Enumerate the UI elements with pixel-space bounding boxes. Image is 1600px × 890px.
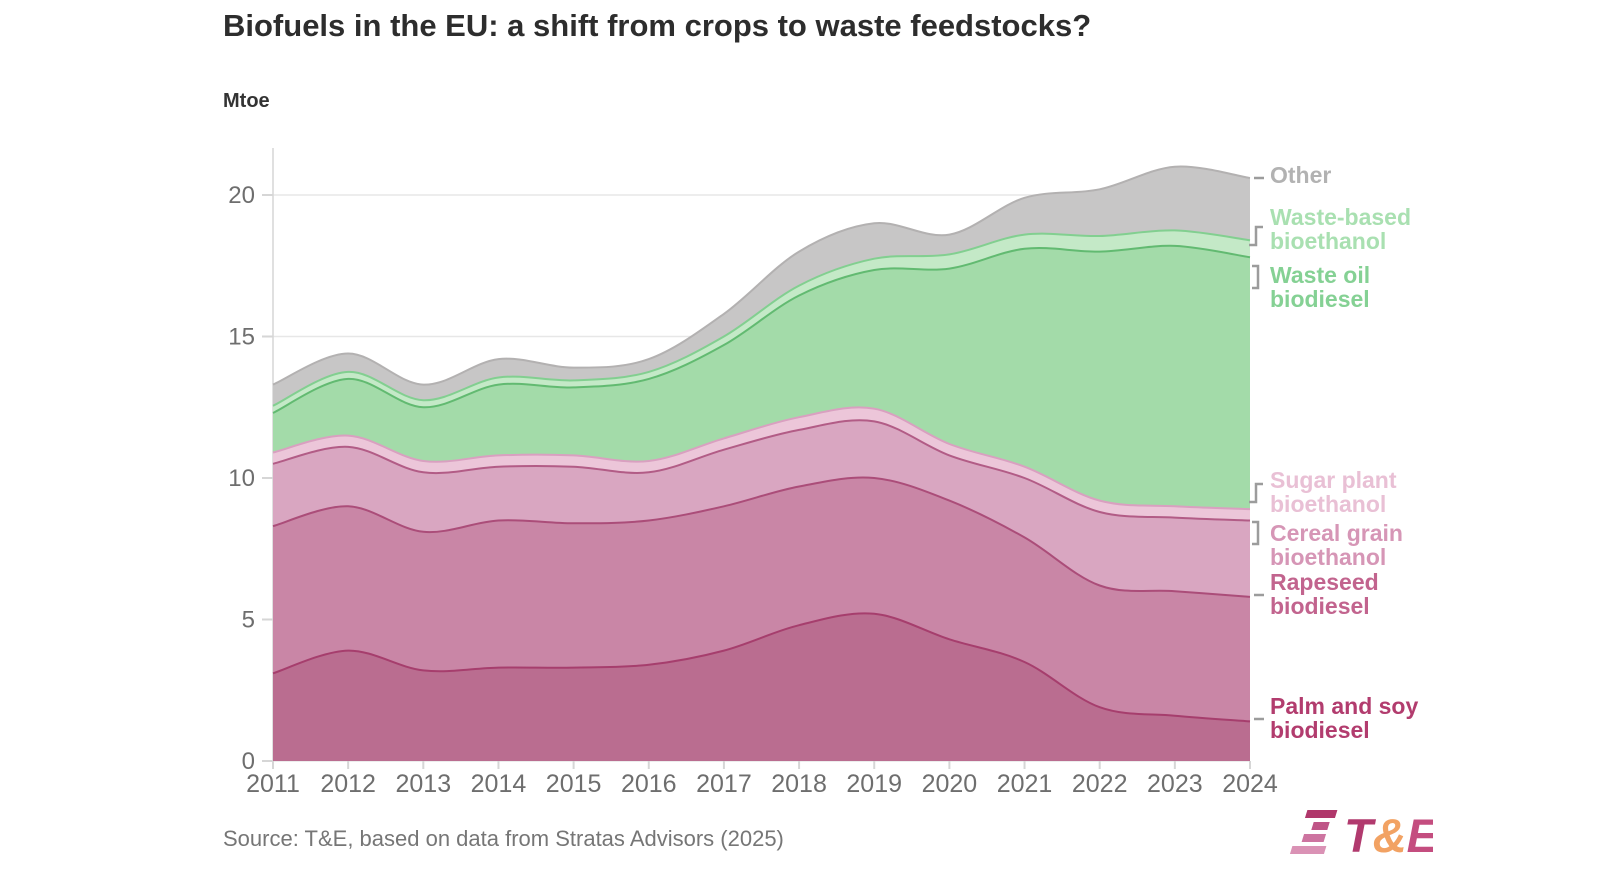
legend-label-palmandsoy-biodiesel: Palm and soy biodiesel xyxy=(1270,693,1470,743)
boundary-waste-based-bioethanol xyxy=(272,229,1251,407)
tick-label-x-2016: 2016 xyxy=(621,770,677,798)
legend-label-line: Palm and soy xyxy=(1270,693,1419,719)
legend-label-line: Waste oil xyxy=(1270,262,1371,288)
area-rapeseed-biodiesel xyxy=(273,477,1250,722)
legend-label-line: biodiesel xyxy=(1270,592,1370,619)
legend-label-wasteoil-biodiesel: Waste oil biodiesel xyxy=(1270,262,1470,312)
legend-label-rapeseed-biodiesel: Rapeseed biodiesel xyxy=(1270,569,1470,619)
tick-label-y-0: 0 xyxy=(242,748,255,775)
legend-label-line: Sugar plant xyxy=(1270,467,1397,493)
legend-label-line: bioethanol xyxy=(1270,227,1387,254)
tick-label-y-20: 20 xyxy=(228,182,255,209)
tick-label-x-2012: 2012 xyxy=(320,770,376,798)
boundary-palm-and-soy-biodiesel xyxy=(272,612,1251,723)
legend-label-line: Waste-based xyxy=(1270,204,1412,230)
legend-label-line: bioethanol xyxy=(1270,543,1387,570)
legend-tick-3 xyxy=(1249,482,1263,504)
tick-label-x-2020: 2020 xyxy=(922,770,978,798)
tick-label-x-2019: 2019 xyxy=(846,770,902,798)
chart-title: Biofuels in the EU: a shift from crops t… xyxy=(223,8,1092,43)
t-and-e-logo: T&E xyxy=(1288,806,1440,863)
logo-text: T&E xyxy=(1344,809,1433,858)
t-and-e-logo-graphic: T&E xyxy=(1289,809,1440,862)
tick-label-y-10: 10 xyxy=(228,465,255,492)
tick-label-x-2018: 2018 xyxy=(771,770,827,798)
tick-label-x-2021: 2021 xyxy=(997,770,1053,798)
area-sugar-plant-bioethanol xyxy=(273,407,1250,521)
y-axis-unit-label: Mtoe xyxy=(223,90,270,112)
legend-label-line: biodiesel xyxy=(1270,285,1370,312)
tick-label-x-2013: 2013 xyxy=(395,770,451,798)
legend-label-line: Cereal grain xyxy=(1270,520,1403,546)
legend-label-cerealgrain-bioethanol: Cereal grain bioethanol xyxy=(1270,520,1470,570)
boundary-waste-oil-biodiesel xyxy=(272,244,1251,414)
legend-label-line: biodiesel xyxy=(1270,716,1370,743)
tick-label-y-15: 15 xyxy=(228,324,255,351)
tick-label-x-2015: 2015 xyxy=(546,770,602,798)
tick-label-x-2017: 2017 xyxy=(696,770,752,798)
boundary-rapeseed-biodiesel xyxy=(272,476,1251,598)
logo-stripes-icon xyxy=(1289,810,1338,854)
legend-tick-1 xyxy=(1249,225,1263,247)
tick-label-x-2011: 2011 xyxy=(246,770,300,798)
area-other xyxy=(273,166,1250,406)
boundary-other xyxy=(272,165,1251,386)
area-waste-oil-biodiesel xyxy=(273,245,1250,510)
area-palm-and-soy-biodiesel xyxy=(273,613,1250,761)
legend-label-line: Rapeseed xyxy=(1270,569,1379,595)
legend-label-sugarplant-bioethanol: Sugar plant bioethanol xyxy=(1270,467,1470,517)
legend-label-other: Other xyxy=(1270,162,1470,188)
tick-label-x-2022: 2022 xyxy=(1072,770,1128,798)
source-attribution: Source: T&E, based on data from Stratas … xyxy=(223,826,784,851)
legend-label-line: bioethanol xyxy=(1270,490,1387,517)
boundary-cereal-grain-bioethanol xyxy=(272,419,1251,522)
tick-label-x-2014: 2014 xyxy=(471,770,527,798)
boundary-sugar-plant-bioethanol xyxy=(272,406,1251,511)
legend-label-line: Other xyxy=(1270,162,1332,188)
legend-tick-4 xyxy=(1252,520,1260,546)
tick-label-x-2023: 2023 xyxy=(1147,770,1203,798)
area-cereal-grain-bioethanol xyxy=(273,420,1250,597)
tick-label-x-2024: 2024 xyxy=(1222,770,1278,798)
legend-tick-2 xyxy=(1252,264,1260,290)
tick-label-y-5: 5 xyxy=(242,607,255,634)
legend-label-waste-based-bioethanol: Waste-based bioethanol xyxy=(1270,204,1470,254)
